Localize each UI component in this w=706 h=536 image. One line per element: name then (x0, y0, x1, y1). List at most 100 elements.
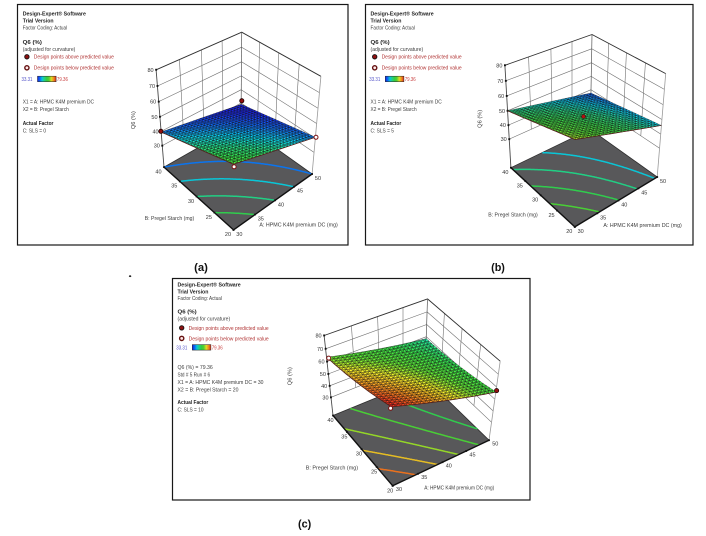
svg-text:40: 40 (155, 169, 161, 175)
svg-text:20: 20 (566, 229, 572, 235)
svg-text:Q6 (%): Q6 (%) (371, 40, 390, 46)
svg-text:C: SLS = 10: C: SLS = 10 (178, 408, 204, 414)
svg-text:33.31: 33.31 (176, 346, 187, 352)
svg-text:Design points above predicted: Design points above predicted value (34, 55, 114, 61)
svg-text:30: 30 (501, 137, 507, 143)
svg-text:B: Pregel Starch (mg): B: Pregel Starch (mg) (306, 466, 358, 472)
svg-text:Q6 (%): Q6 (%) (23, 40, 42, 46)
svg-text:30: 30 (322, 395, 328, 401)
svg-text:Actual Factor: Actual Factor (23, 121, 54, 127)
svg-text:A: HPMC K4M premium DC (mg): A: HPMC K4M premium DC (mg) (259, 222, 338, 228)
svg-text:45: 45 (641, 190, 647, 196)
svg-text:70: 70 (317, 347, 323, 353)
svg-text:30: 30 (578, 229, 584, 235)
svg-text:Design points above predicted: Design points above predicted value (189, 326, 269, 332)
svg-text:(adjusted for curvature): (adjusted for curvature) (371, 47, 424, 53)
svg-text:Q6 (%): Q6 (%) (477, 110, 483, 128)
svg-text:Q6 (%) = 79.36: Q6 (%) = 79.36 (178, 365, 213, 371)
svg-text:Trial Version: Trial Version (178, 289, 209, 295)
svg-text:79.36: 79.36 (57, 77, 68, 83)
svg-text:35: 35 (421, 475, 427, 481)
svg-text:Trial Version: Trial Version (23, 19, 54, 25)
svg-text:C: SLS = 5: C: SLS = 5 (371, 129, 394, 135)
svg-text:40: 40 (446, 464, 452, 470)
svg-text:Std # 5 Run # 6: Std # 5 Run # 6 (178, 373, 211, 379)
svg-text:Design points above predicted: Design points above predicted value (382, 55, 462, 61)
svg-text:50: 50 (660, 179, 666, 185)
svg-text:60: 60 (498, 94, 504, 100)
svg-text:Design-Expert® Software: Design-Expert® Software (23, 11, 87, 18)
svg-text:Q6 (%): Q6 (%) (178, 309, 197, 315)
svg-text:30: 30 (532, 198, 538, 204)
svg-text:Design-Expert® Software: Design-Expert® Software (178, 282, 242, 289)
svg-text:80: 80 (496, 63, 502, 69)
svg-text:Factor Coding: Actual: Factor Coding: Actual (371, 25, 415, 31)
svg-text:Design-Expert® Software: Design-Expert® Software (371, 11, 435, 18)
svg-text:30: 30 (396, 487, 402, 493)
svg-text:Trial Version: Trial Version (371, 19, 402, 25)
svg-text:X1 = A: HPMC K4M premium DC =: X1 = A: HPMC K4M premium DC = 30 (178, 380, 264, 386)
svg-text:50: 50 (315, 176, 321, 182)
svg-text:25: 25 (549, 213, 555, 219)
svg-text:Design points below predicted: Design points below predicted value (34, 66, 114, 72)
svg-text:(b): (b) (491, 262, 505, 274)
svg-text:79.36: 79.36 (212, 346, 223, 352)
svg-text:Factor Coding: Actual: Factor Coding: Actual (23, 25, 67, 31)
svg-text:80: 80 (316, 334, 322, 340)
svg-text:X2 = B: Pregel Starch: X2 = B: Pregel Starch (371, 107, 417, 113)
svg-text:(adjusted for curvature): (adjusted for curvature) (178, 316, 231, 322)
svg-text:X1 = A: HPMC K4M premium DC: X1 = A: HPMC K4M premium DC (23, 100, 94, 106)
svg-text:60: 60 (150, 100, 156, 106)
svg-text:50: 50 (151, 115, 157, 121)
svg-text:X2 = B: Pregel Starch: X2 = B: Pregel Starch (23, 107, 69, 113)
svg-text:B: Pregel Starch (mg): B: Pregel Starch (mg) (145, 216, 195, 222)
svg-text:40: 40 (153, 129, 159, 135)
svg-text:Design points below predicted: Design points below predicted value (189, 336, 269, 342)
svg-text:(a): (a) (194, 262, 208, 274)
svg-text:25: 25 (206, 215, 212, 221)
svg-text:35: 35 (600, 215, 606, 221)
svg-text:40: 40 (621, 203, 627, 209)
svg-text:Q6 (%): Q6 (%) (288, 367, 294, 385)
svg-text:35: 35 (517, 183, 523, 189)
svg-text:79.36: 79.36 (405, 77, 416, 83)
svg-text:60: 60 (318, 360, 324, 366)
svg-text:45: 45 (469, 452, 475, 458)
svg-text:(c): (c) (298, 519, 312, 531)
svg-text:30: 30 (356, 452, 362, 458)
svg-text:40: 40 (500, 123, 506, 129)
svg-text:Q6 (%): Q6 (%) (131, 111, 137, 129)
svg-text:40: 40 (321, 384, 327, 390)
svg-text:70: 70 (149, 84, 155, 90)
svg-text:40: 40 (327, 418, 333, 424)
svg-text:Actual Factor: Actual Factor (178, 400, 209, 406)
svg-text:Design points below predicted: Design points below predicted value (382, 66, 462, 72)
svg-text:C: SLS = 0: C: SLS = 0 (23, 129, 46, 135)
svg-text:80: 80 (148, 68, 154, 74)
svg-text:40: 40 (502, 170, 508, 176)
svg-text:X2 = B: Pregel Starch = 20: X2 = B: Pregel Starch = 20 (178, 388, 239, 394)
svg-text:50: 50 (499, 109, 505, 115)
svg-text:33.31: 33.31 (369, 77, 380, 83)
svg-text:B: Pregel Starch (mg): B: Pregel Starch (mg) (488, 213, 538, 219)
svg-text:70: 70 (497, 79, 503, 85)
svg-text:40: 40 (278, 202, 284, 208)
svg-text:20: 20 (225, 232, 231, 238)
svg-text:35: 35 (341, 434, 347, 440)
svg-text:50: 50 (320, 372, 326, 378)
svg-text:X1 = A: HPMC K4M premium DC: X1 = A: HPMC K4M premium DC (371, 100, 442, 106)
svg-text:(adjusted for curvature): (adjusted for curvature) (23, 47, 76, 53)
svg-text:A: HPMC K4M premium DC (mg): A: HPMC K4M premium DC (mg) (424, 486, 494, 492)
svg-text:20: 20 (387, 488, 393, 494)
svg-text:50: 50 (492, 442, 498, 448)
svg-text:25: 25 (371, 469, 377, 475)
svg-text:Factor Coding: Actual: Factor Coding: Actual (178, 296, 222, 302)
svg-text:45: 45 (297, 189, 303, 195)
svg-text:35: 35 (258, 217, 264, 223)
svg-text:33.31: 33.31 (22, 77, 33, 83)
svg-text:35: 35 (171, 184, 177, 190)
svg-text:30: 30 (236, 232, 242, 238)
svg-text:Actual Factor: Actual Factor (371, 121, 402, 127)
svg-text:30: 30 (154, 144, 160, 150)
svg-text:30: 30 (188, 199, 194, 205)
